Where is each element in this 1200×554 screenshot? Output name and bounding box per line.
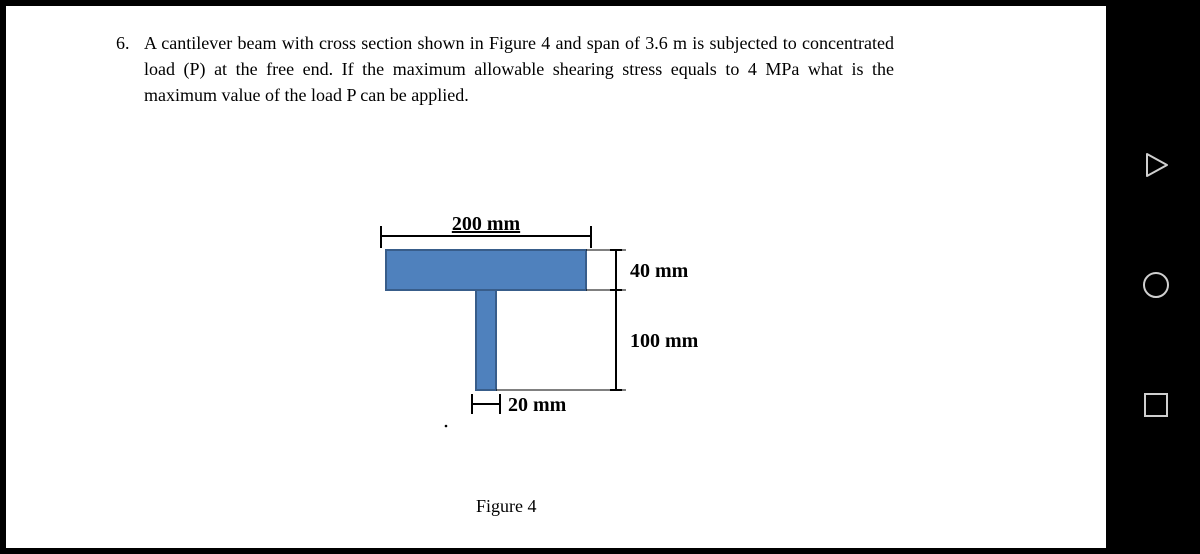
web bbox=[476, 290, 496, 390]
label-web-height: 100 mm bbox=[630, 330, 699, 352]
android-nav-bar bbox=[1112, 0, 1200, 554]
home-icon[interactable] bbox=[1112, 268, 1200, 302]
back-icon[interactable] bbox=[1112, 148, 1200, 182]
label-flange-height: 40 mm bbox=[630, 260, 689, 282]
figure-4-diagram: 200 mm40 mm100 mm20 mm Figure 4 bbox=[366, 206, 866, 506]
problem-number: 6. bbox=[116, 30, 144, 56]
page: 6.A cantilever beam with cross section s… bbox=[6, 6, 1106, 548]
problem-body: A cantilever beam with cross section sho… bbox=[144, 30, 894, 108]
label-web-width: 20 mm bbox=[508, 394, 567, 416]
figure-caption: Figure 4 bbox=[476, 496, 537, 517]
decorative-dot bbox=[445, 425, 448, 428]
flange bbox=[386, 250, 586, 290]
recent-icon[interactable] bbox=[1112, 388, 1200, 422]
label-top-width: 200 mm bbox=[452, 213, 521, 235]
problem-text: 6.A cantilever beam with cross section s… bbox=[116, 30, 916, 108]
